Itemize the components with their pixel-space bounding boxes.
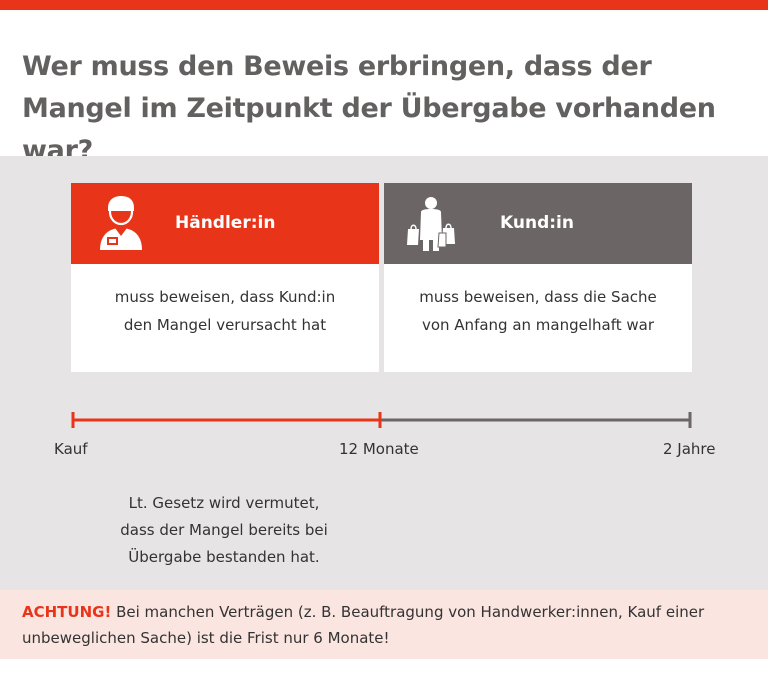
timeline-label-start: Kauf [54,440,88,458]
warning-box: ACHTUNG! Bei manchen Verträgen (z. B. Be… [0,590,768,659]
merchant-heading: Händler:in [175,213,276,233]
customer-text: muss beweisen, dass die Sache von Anfang… [384,264,692,372]
merchant-text-line: den Mangel verursacht hat [123,316,327,334]
timeline-label-mid: 12 Monate [339,440,419,458]
top-accent-bar [0,0,768,10]
merchant-column: Händler:in muss beweisen, dass Kund:in d… [71,183,379,372]
customer-header: Kund:in [384,183,692,264]
merchant-text: muss beweisen, dass Kund:in den Mangel v… [71,264,379,372]
customer-text-line: muss beweisen, dass die Sache [419,288,657,306]
page-title: Wer muss den Beweis erbringen, dass der … [22,51,716,166]
note-line: Lt. Gesetz wird vermutet, [128,494,320,512]
timeline-label-end: 2 Jahre [663,440,716,458]
merchant-icon [97,195,145,255]
shopper-icon [406,195,456,257]
customer-heading: Kund:in [500,213,574,233]
warning-label: ACHTUNG! [22,603,112,621]
merchant-text-line: muss beweisen, dass Kund:in [114,288,336,306]
note-line: Übergabe bestanden hat. [128,548,320,566]
merchant-header: Händler:in [71,183,379,264]
warning-text: Bei manchen Verträgen (z. B. Beauftragun… [22,603,705,647]
timeline [71,412,692,428]
note-line: dass der Mangel bereits bei [120,521,328,539]
presumption-note: Lt. Gesetz wird vermutet, dass der Mange… [104,490,344,571]
customer-column: Kund:in muss beweisen, dass die Sache vo… [384,183,692,372]
customer-text-line: von Anfang an mangelhaft war [421,316,655,334]
